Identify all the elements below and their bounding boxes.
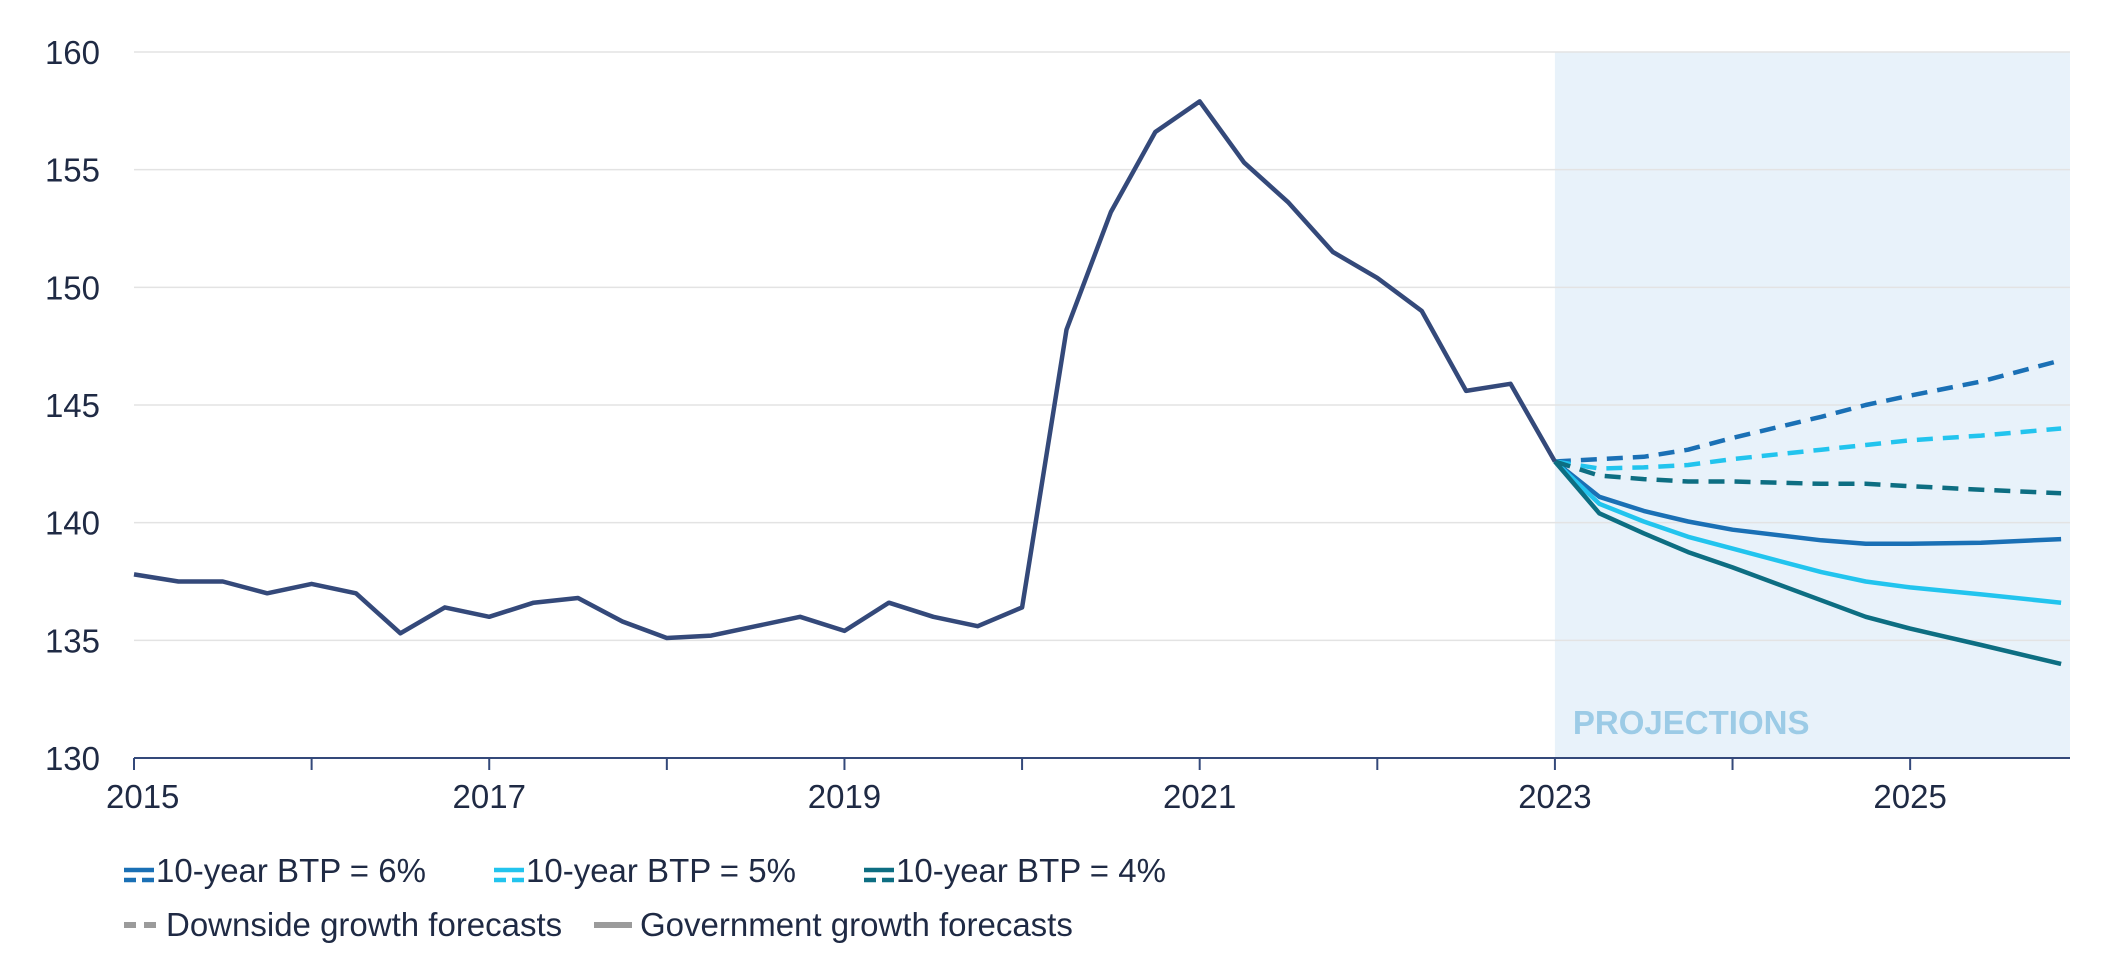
x-tick-label-2017: 2017	[453, 778, 526, 815]
series-btp-4-dashed	[1554, 459, 2062, 496]
legend-label: 10-year BTP = 5%	[526, 852, 796, 889]
legend-item-btp-6: 10-year BTP = 6%	[124, 852, 426, 889]
x-tick-label-2025: 2025	[1873, 778, 1946, 815]
x-tick-label-2019: 2019	[808, 778, 881, 815]
legend-label: Government growth forecasts	[640, 906, 1073, 943]
series-lines	[133, 99, 2062, 667]
grid-lines	[134, 51, 2070, 642]
legend-item-btp-5: 10-year BTP = 5%	[494, 852, 796, 889]
y-tick-label-160: 160	[45, 34, 100, 71]
series-btp-6-solid	[1553, 459, 2062, 547]
legend: 10-year BTP = 6% 10-year BTP = 5% 10-year …	[124, 852, 1166, 943]
y-tick-labels: 130 135 140 145 150 155 160	[45, 34, 100, 777]
projections-label: PROJECTIONS	[1573, 704, 1810, 741]
x-tick-labels: 2015 2017 2019 2021 2023 2025	[106, 778, 1947, 815]
x-tick-label-2015: 2015	[106, 778, 179, 815]
historical-series	[133, 99, 1557, 641]
x-tick-label-2021: 2021	[1163, 778, 1236, 815]
legend-item-solid: Government growth forecasts	[594, 906, 1073, 943]
y-tick-label-145: 145	[45, 387, 100, 424]
y-tick-label-155: 155	[45, 152, 100, 189]
y-tick-label-135: 135	[45, 622, 100, 659]
y-tick-label-140: 140	[45, 505, 100, 542]
series-btp-5-solid	[1553, 459, 2062, 605]
x-tick-label-2023: 2023	[1518, 778, 1591, 815]
series-btp-5-dashed	[1554, 426, 2062, 471]
legend-label: Downside growth forecasts	[166, 906, 562, 943]
legend-label: 10-year BTP = 6%	[156, 852, 426, 889]
series-btp-4-solid	[1553, 460, 2062, 667]
axes	[133, 757, 2070, 770]
y-tick-label-150: 150	[45, 269, 100, 306]
series-btp-6-dashed	[1554, 358, 2062, 464]
legend-item-dashed: Downside growth forecasts	[124, 906, 562, 943]
legend-label: 10-year BTP = 4%	[896, 852, 1166, 889]
legend-item-btp-4: 10-year BTP = 4%	[864, 852, 1166, 889]
y-tick-label-130: 130	[45, 740, 100, 777]
